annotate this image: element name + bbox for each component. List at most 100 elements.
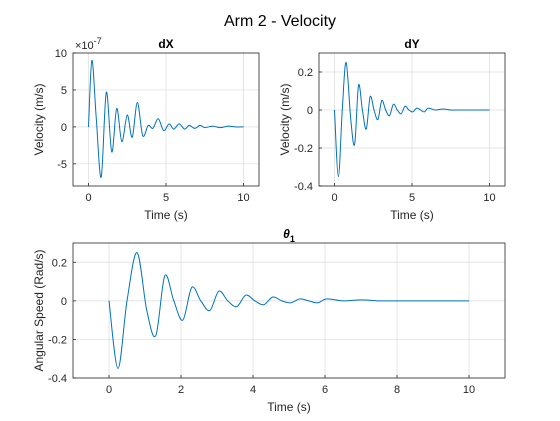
data-point xyxy=(465,109,467,111)
subplot-1: 0 5 10 -5 0 5 10 Time (s) Velocity (m/s) dX ×10-7 xyxy=(32,36,260,222)
data-point xyxy=(378,300,380,302)
data-point xyxy=(385,109,386,111)
y-tick-label: 0.2 xyxy=(298,67,313,79)
data-point xyxy=(427,107,429,109)
data-point xyxy=(137,102,138,103)
x-tick-label: 2 xyxy=(178,384,184,396)
data-point xyxy=(450,109,452,111)
y-axis-label: Velocity (m/s) xyxy=(32,83,46,155)
y-exponent-label: ×10-7 xyxy=(75,36,102,52)
data-point xyxy=(299,298,301,300)
x-axis-label: Time (s) xyxy=(267,400,311,414)
data-point xyxy=(188,125,190,126)
x-tick-label: 8 xyxy=(394,384,400,396)
x-tick-label: 0 xyxy=(106,384,112,396)
data-point xyxy=(191,287,193,288)
data-point xyxy=(254,300,256,302)
x-tick-label: 5 xyxy=(163,192,169,204)
data-point xyxy=(338,176,339,177)
data-point xyxy=(377,119,379,120)
y-tick-label: 10 xyxy=(55,48,67,60)
data-point xyxy=(354,143,355,145)
subplot-2: 0 5 10 -0.4 -0.2 0 0.2 Time (s) Velocity (m/s) dY xyxy=(278,37,506,222)
data-point xyxy=(416,107,417,109)
data-point xyxy=(458,109,459,111)
series-line-1 xyxy=(88,59,244,178)
data-point xyxy=(155,335,157,336)
data-point xyxy=(168,123,170,125)
data-point xyxy=(358,85,359,86)
data-point xyxy=(100,176,102,178)
data-point xyxy=(414,300,416,302)
data-point xyxy=(204,127,206,128)
data-point xyxy=(412,111,414,113)
data-point xyxy=(326,298,328,300)
data-point xyxy=(396,109,398,111)
data-point xyxy=(404,105,406,107)
data-point xyxy=(317,302,319,304)
data-point xyxy=(194,128,195,129)
data-point xyxy=(442,108,444,110)
data-point xyxy=(369,96,371,97)
subplot-title-symbol: θ xyxy=(283,227,290,241)
y-axis-label: Angular Speed (Rad/s) xyxy=(32,249,46,371)
data-point xyxy=(360,299,362,301)
y-tick-label: -5 xyxy=(57,159,67,171)
data-point xyxy=(272,296,274,298)
data-point xyxy=(489,109,490,111)
data-point xyxy=(393,104,394,105)
data-point xyxy=(243,126,244,128)
data-point xyxy=(373,109,375,111)
data-point xyxy=(468,300,470,302)
data-point xyxy=(163,130,164,131)
data-point xyxy=(91,60,93,61)
y-axis-label: Velocity (m/s) xyxy=(278,83,292,155)
data-point xyxy=(236,306,238,307)
data-point xyxy=(116,108,118,109)
subplot-title-subscript: 1 xyxy=(290,234,295,244)
data-point xyxy=(473,109,475,111)
data-point xyxy=(173,128,175,130)
data-point xyxy=(341,109,343,111)
data-point xyxy=(88,126,89,128)
y-tick-label: 0.2 xyxy=(52,257,67,269)
data-point xyxy=(95,117,97,119)
data-point xyxy=(396,300,398,302)
y-tick-label: -0.2 xyxy=(294,143,313,155)
data-point xyxy=(263,304,265,306)
data-point xyxy=(182,319,184,321)
data-point xyxy=(420,109,421,111)
data-point xyxy=(400,113,402,115)
x-tick-label: 10 xyxy=(237,192,249,204)
data-point xyxy=(365,128,367,130)
data-point xyxy=(111,151,113,153)
y-tick-label: -0.4 xyxy=(48,373,67,385)
x-tick-label: 6 xyxy=(322,384,328,396)
data-point xyxy=(389,115,390,116)
x-tick-label: 0 xyxy=(331,192,337,204)
data-point xyxy=(219,127,221,128)
y-tick-label: 0 xyxy=(61,296,67,308)
data-point xyxy=(126,300,128,302)
data-point xyxy=(178,123,180,125)
data-point xyxy=(146,310,148,311)
data-point xyxy=(290,302,292,304)
data-point xyxy=(218,290,220,292)
data-point xyxy=(342,300,344,302)
data-point xyxy=(152,128,154,129)
subplot-title: θ1 xyxy=(283,227,295,244)
data-point xyxy=(227,300,229,302)
data-point xyxy=(184,128,185,130)
data-point xyxy=(117,368,119,369)
data-point xyxy=(173,300,175,302)
x-axis-label: Time (s) xyxy=(144,208,188,222)
subplot-3: 0 2 4 6 8 10 -0.4 -0.2 0 0.2 Time (s) Angular Speed… xyxy=(32,227,506,414)
data-point xyxy=(345,62,347,63)
data-point xyxy=(424,111,425,113)
data-point xyxy=(281,300,283,302)
exponent-power: -7 xyxy=(94,36,102,46)
data-point xyxy=(408,109,410,111)
data-point xyxy=(147,125,149,126)
